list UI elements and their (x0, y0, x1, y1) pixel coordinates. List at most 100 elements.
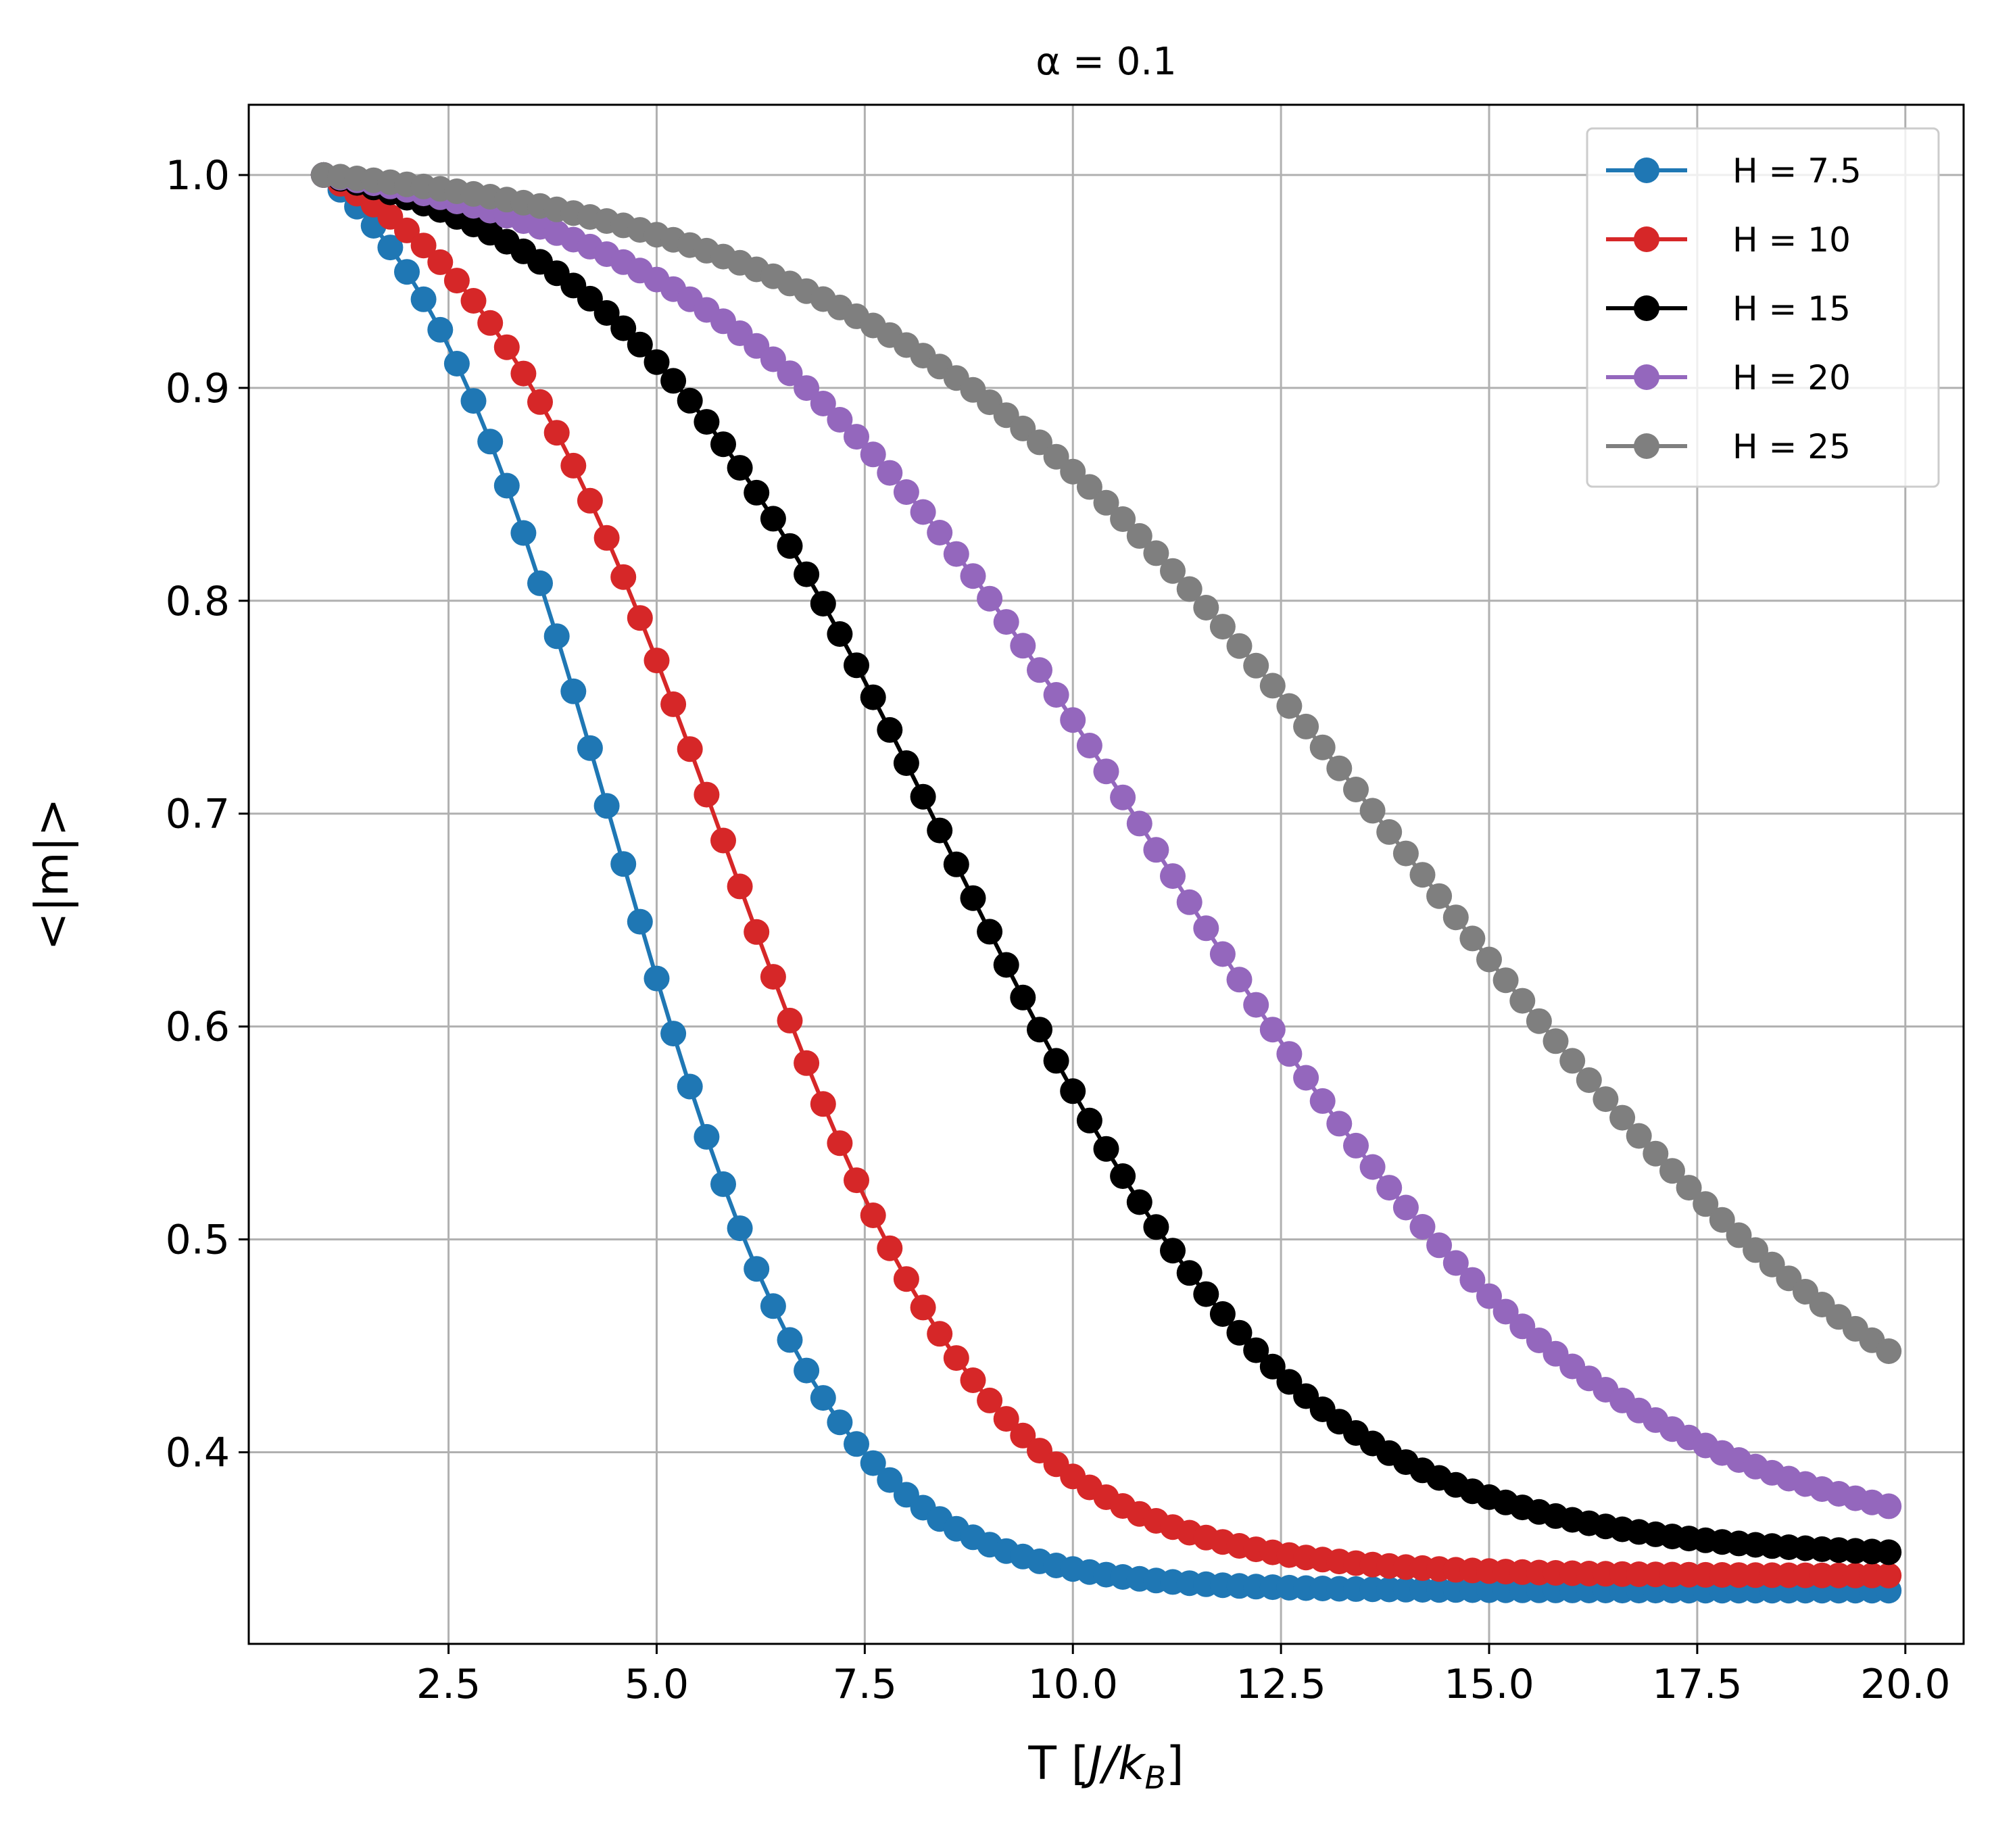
data-point (710, 827, 736, 854)
x-label-subscript: B (1144, 1759, 1166, 1796)
data-point (794, 1050, 820, 1076)
data-point (760, 1293, 786, 1319)
data-point (1093, 1136, 1119, 1162)
y-tick-label: 0.5 (166, 1217, 230, 1264)
data-point (677, 387, 703, 414)
plot-frame (247, 103, 1965, 1645)
data-point (844, 652, 869, 679)
data-point (810, 591, 836, 617)
data-point (910, 499, 936, 525)
y-tick-label: 1.0 (166, 152, 230, 199)
data-point (1110, 784, 1136, 810)
data-point (577, 487, 603, 514)
data-point (1359, 1154, 1386, 1180)
data-point (810, 391, 836, 416)
data-point (1542, 1028, 1569, 1054)
data-point (1326, 1111, 1353, 1137)
data-point (510, 360, 537, 387)
data-point (777, 360, 803, 387)
data-point (910, 783, 936, 810)
data-point (1076, 474, 1102, 500)
data-point (577, 285, 603, 312)
data-point (1027, 429, 1052, 456)
x-label-suffix: ] (1166, 1737, 1184, 1791)
data-point (543, 623, 570, 650)
data-point (977, 1387, 1003, 1413)
data-point (477, 310, 504, 336)
data-point (1143, 1214, 1169, 1240)
x-tick-label: 12.5 (1236, 1661, 1326, 1708)
data-point (460, 288, 487, 314)
data-point (1492, 967, 1519, 994)
data-point (960, 885, 986, 911)
data-point (893, 479, 919, 505)
data-point (1343, 1132, 1369, 1159)
data-point (794, 561, 820, 587)
data-point (1110, 1163, 1136, 1189)
data-point (1626, 1123, 1652, 1149)
legend-item: H = 7.5 (1606, 151, 1862, 191)
data-point (1027, 657, 1052, 683)
data-point (1276, 693, 1303, 719)
data-point (794, 1357, 820, 1384)
legend-item: H = 10 (1606, 220, 1851, 260)
x-tick-label: 17.5 (1652, 1661, 1743, 1708)
chart-title: α = 0.1 (1036, 40, 1177, 84)
data-point (877, 460, 903, 486)
data-point (1126, 810, 1152, 837)
data-point (627, 908, 653, 935)
data-point (1226, 1319, 1253, 1346)
data-point (1209, 941, 1236, 967)
series-25 (310, 162, 1902, 1364)
data-point (1076, 1107, 1102, 1134)
data-point (410, 233, 437, 259)
data-point (1476, 946, 1502, 973)
data-point (1326, 755, 1353, 781)
data-point (1426, 1232, 1453, 1259)
data-point (627, 605, 653, 631)
data-point (694, 781, 720, 808)
data-point (977, 585, 1003, 612)
data-point (1693, 1191, 1719, 1217)
data-point (694, 1123, 720, 1150)
data-point (1193, 595, 1219, 621)
data-point (1442, 1250, 1469, 1276)
data-point (1726, 1222, 1752, 1248)
data-point (1392, 840, 1419, 867)
legend-box (1586, 127, 1940, 488)
data-point (777, 1327, 803, 1353)
data-point (943, 1345, 969, 1371)
data-point (1293, 713, 1319, 739)
data-point (777, 1007, 803, 1034)
data-point (1126, 522, 1152, 549)
data-point (1426, 883, 1453, 909)
y-tick-label: 0.7 (166, 791, 230, 838)
legend-item: H = 25 (1606, 427, 1851, 466)
data-point (643, 965, 670, 992)
data-point (1409, 862, 1436, 888)
data-point (394, 259, 420, 285)
data-point (827, 407, 853, 433)
x-tick-label: 2.5 (416, 1661, 481, 1708)
data-point (1876, 1493, 1902, 1519)
legend-label: H = 15 (1732, 289, 1851, 329)
series-15 (310, 162, 1902, 1565)
data-point (860, 441, 886, 468)
data-point (810, 1091, 836, 1117)
data-point (727, 873, 753, 900)
data-point (893, 750, 919, 776)
data-point (1176, 1260, 1203, 1286)
legend-item: H = 15 (1606, 289, 1851, 329)
data-point (893, 1266, 919, 1292)
data-point (593, 793, 620, 819)
data-point (794, 375, 820, 402)
data-point (744, 479, 770, 506)
data-point (1193, 1281, 1219, 1307)
data-point (860, 684, 886, 710)
data-point (394, 217, 420, 243)
data-point (1060, 1078, 1086, 1104)
data-point (927, 520, 953, 545)
data-point (427, 316, 454, 343)
x-tick-label: 20.0 (1860, 1661, 1951, 1708)
